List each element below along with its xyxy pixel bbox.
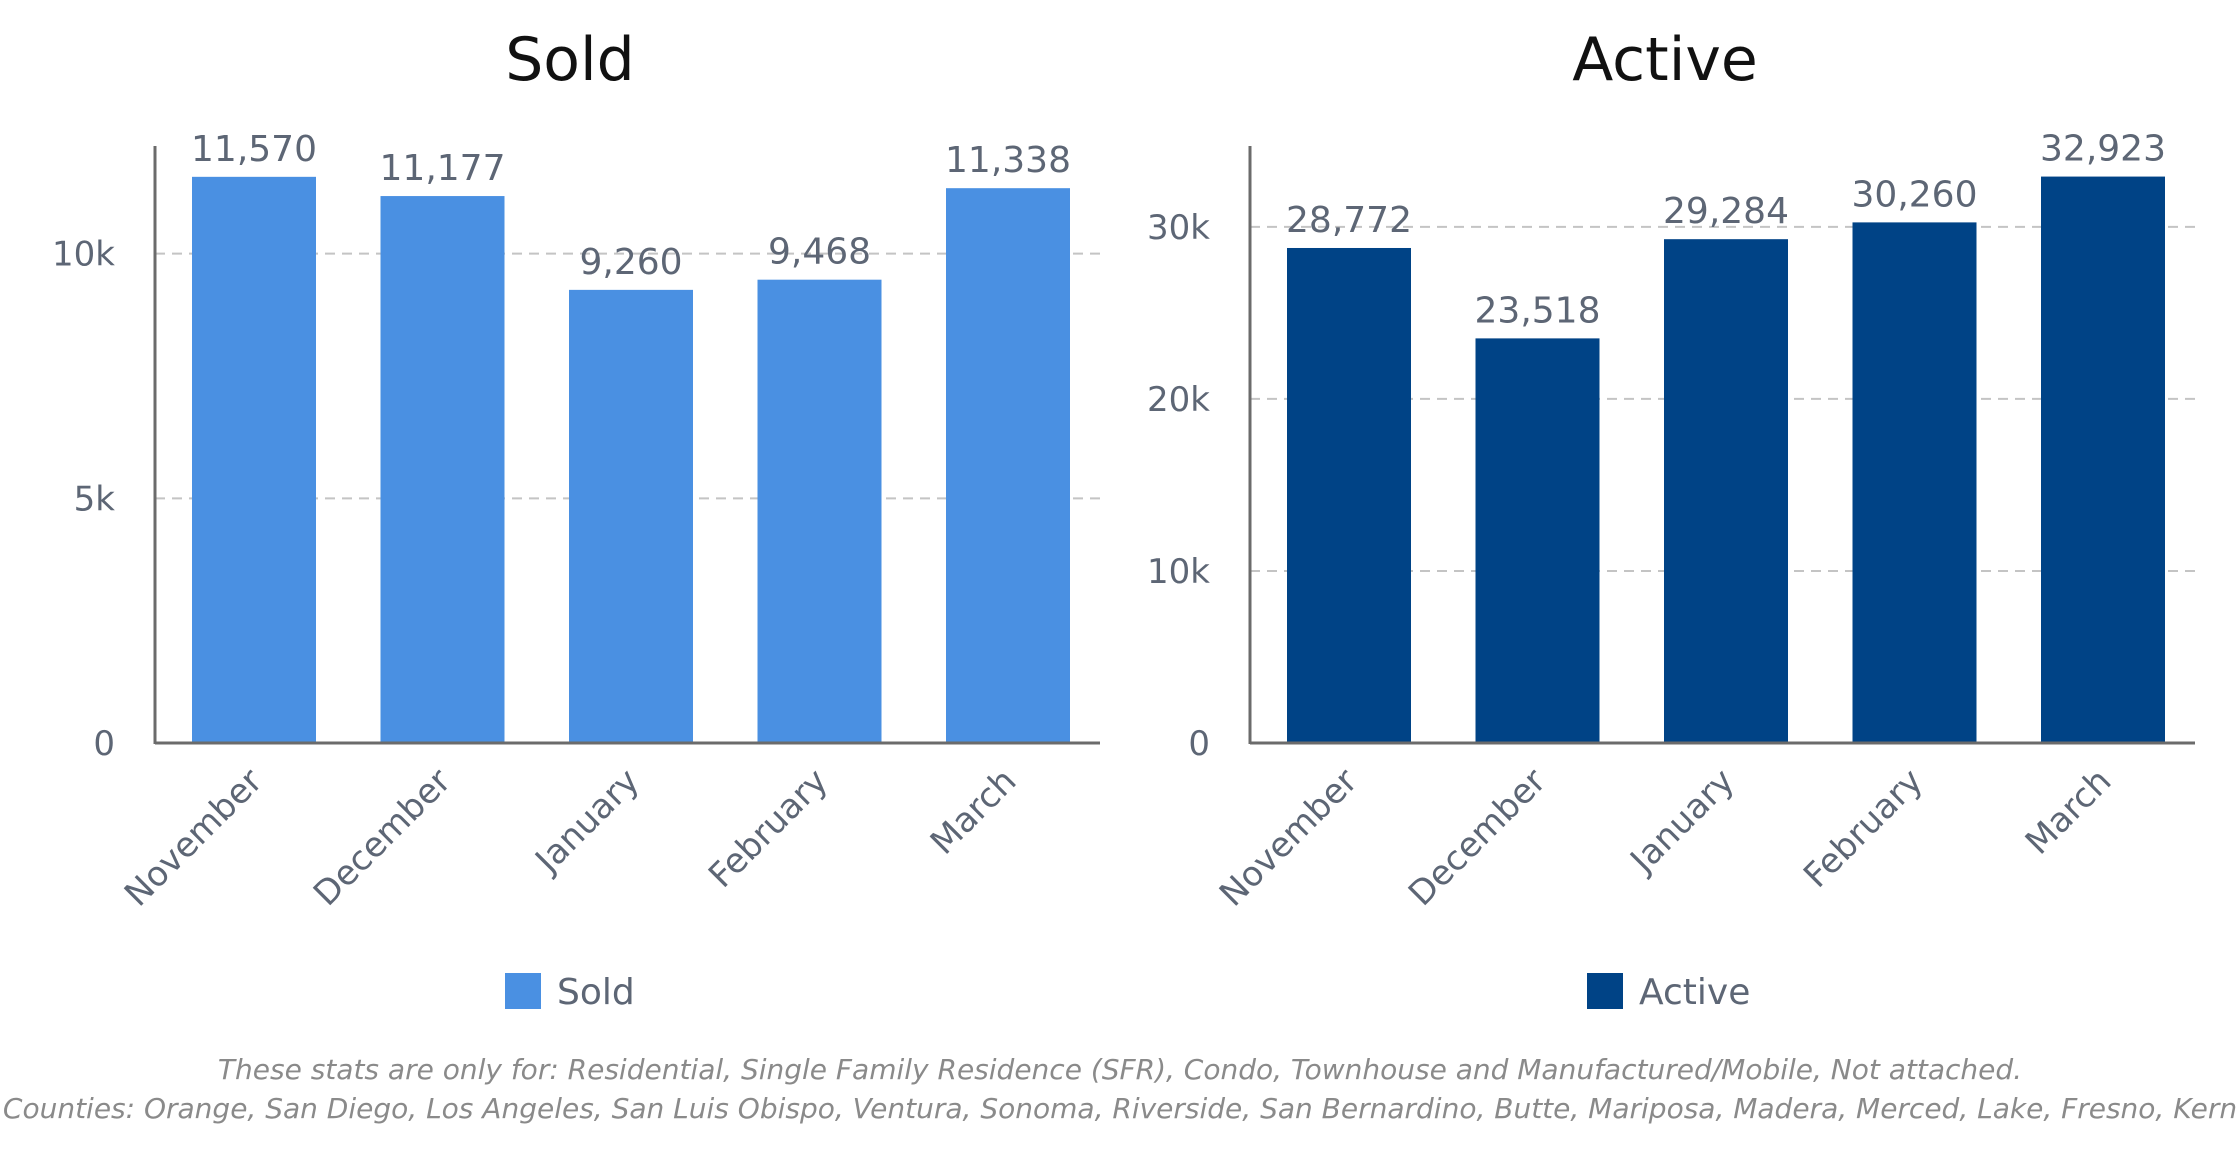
- active-data-label: 32,923: [2040, 129, 2166, 170]
- sold-bar-february: [757, 279, 882, 743]
- charts-canvas: Sold 0 5k 10k 11,570 November 11,177 December 9,…: [52, 25, 2195, 1013]
- sold-data-label: 9,468: [768, 232, 871, 273]
- sold-data-label: 11,177: [380, 148, 506, 189]
- active-data-label: 28,772: [1286, 200, 1412, 241]
- sold-category-label: November: [117, 761, 270, 914]
- sold-ytick-label: 10k: [52, 235, 115, 275]
- active-category-label: February: [1796, 761, 1931, 896]
- active-legend-swatch: [1587, 973, 1623, 1009]
- active-category-label: November: [1212, 761, 1365, 914]
- active-bar-march: [2041, 176, 2165, 744]
- sold-legend-label: Sold: [557, 972, 635, 1013]
- sold-ytick-label: 5k: [74, 479, 116, 519]
- sold-ytick-label: 0: [93, 724, 115, 764]
- active-chart-title: Active: [1572, 25, 1758, 95]
- sold-legend-swatch: [505, 973, 541, 1009]
- sold-chart-title: Sold: [505, 25, 635, 95]
- active-ytick-label: 20k: [1147, 380, 1210, 420]
- active-data-label: 23,518: [1475, 290, 1601, 331]
- active-bar-february: [1852, 222, 1977, 743]
- sold-category-label: February: [701, 761, 836, 896]
- active-category-label: January: [1622, 761, 1743, 882]
- sold-bar-november: [192, 176, 316, 744]
- active-bar-december: [1475, 338, 1600, 743]
- active-legend-label: Active: [1639, 972, 1750, 1013]
- sold-bar-december: [380, 196, 505, 743]
- sold-category-label: December: [306, 761, 459, 914]
- footnote-line-1: These stats are only for: Residential, S…: [217, 1053, 2023, 1086]
- sold-data-label: 11,570: [191, 129, 317, 170]
- sold-data-label: 9,260: [579, 242, 682, 283]
- sold-category-label: January: [527, 761, 648, 882]
- active-ytick-label: 30k: [1147, 208, 1210, 248]
- active-data-label: 29,284: [1663, 191, 1789, 232]
- active-category-label: March: [2018, 761, 2120, 863]
- active-category-label: December: [1401, 761, 1554, 914]
- active-bar-november: [1287, 247, 1411, 743]
- sold-category-label: March: [923, 761, 1025, 863]
- sold-bar-january: [569, 289, 693, 743]
- active-data-label: 30,260: [1852, 174, 1978, 215]
- footnote-line-2: Counties: Orange, San Diego, Los Angeles…: [2, 1092, 2238, 1125]
- active-bar-january: [1664, 239, 1788, 743]
- sold-data-label: 11,338: [945, 140, 1071, 181]
- sold-bar-march: [946, 188, 1070, 744]
- active-ytick-label: 0: [1188, 724, 1210, 764]
- active-ytick-label: 10k: [1147, 552, 1210, 592]
